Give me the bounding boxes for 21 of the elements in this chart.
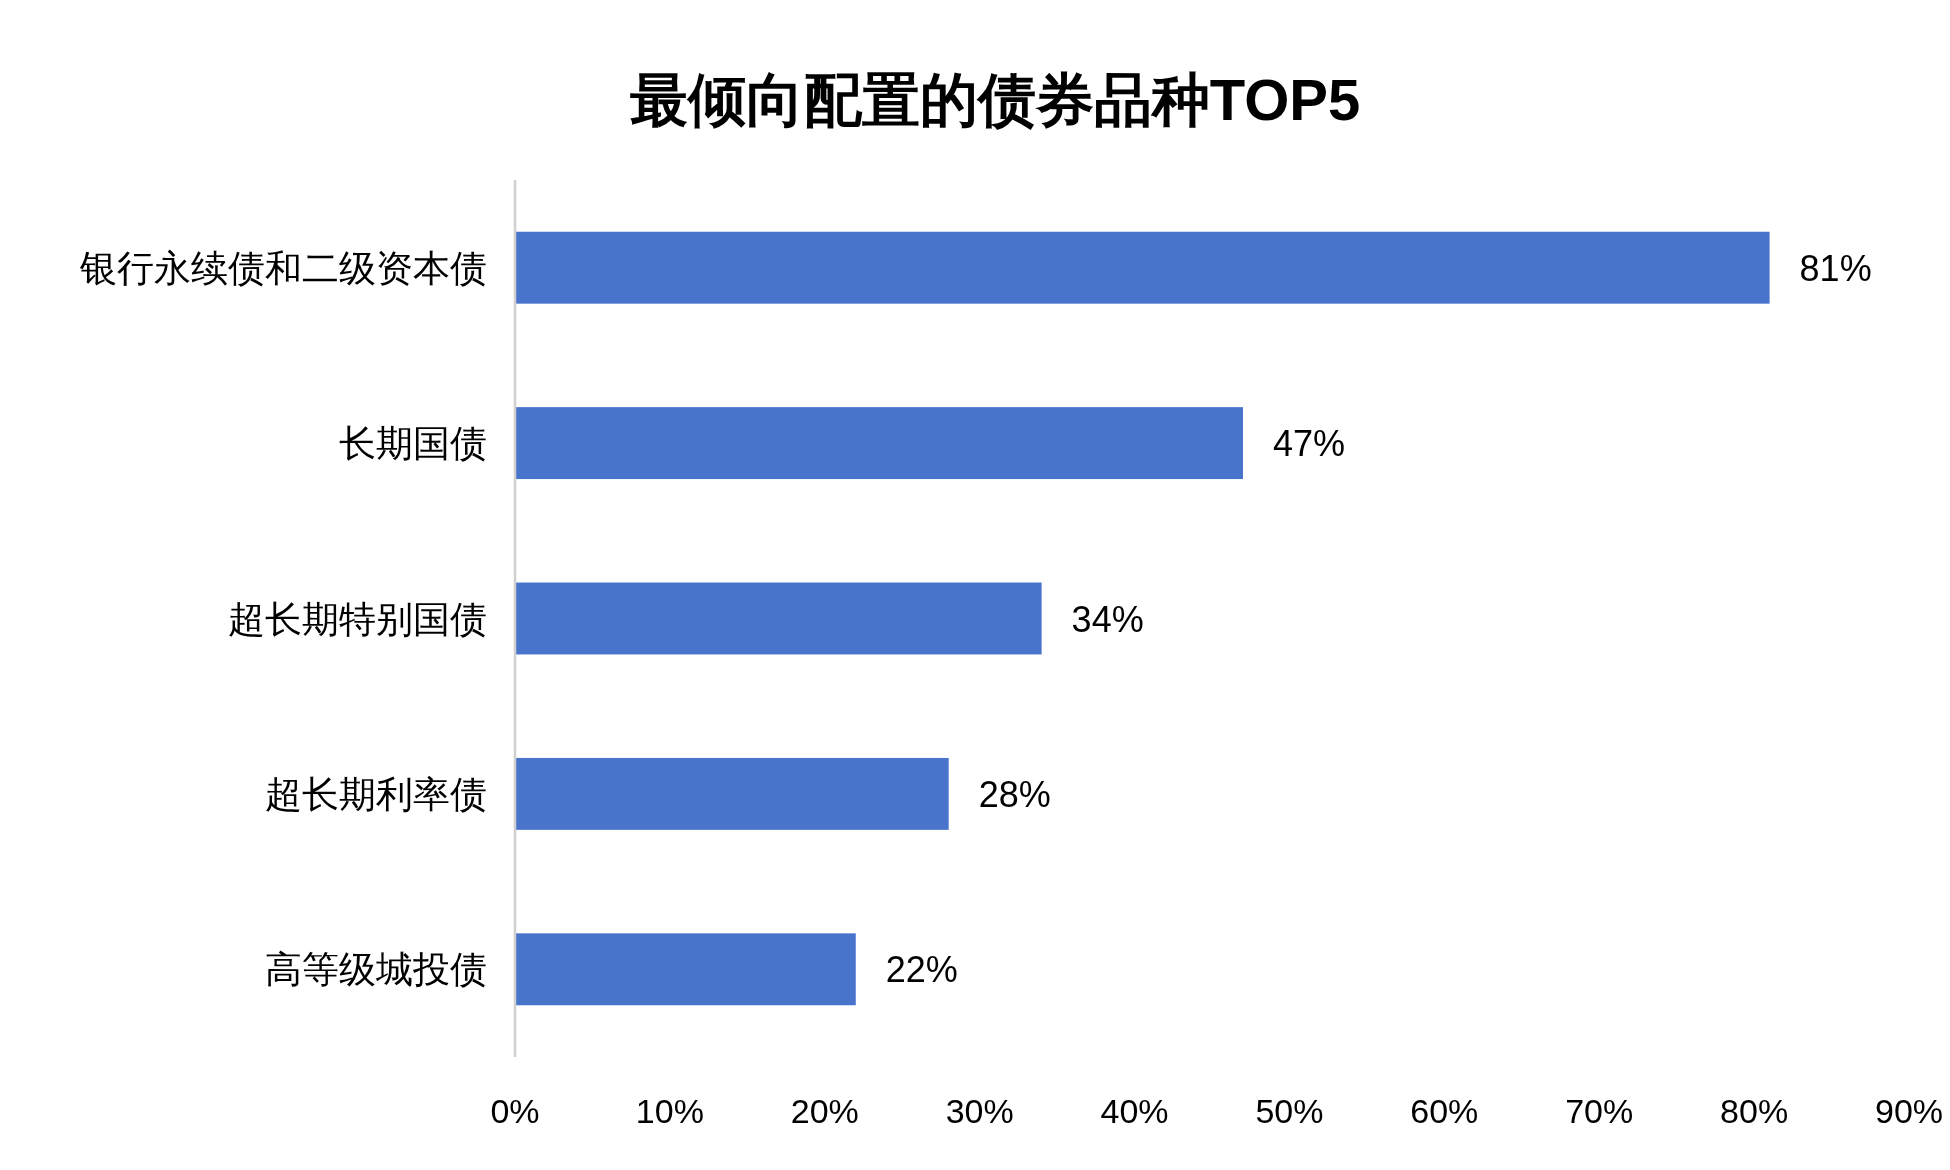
- x-tick: 70%: [1565, 1092, 1634, 1130]
- x-tick: 20%: [790, 1092, 859, 1130]
- data-label: 28%: [978, 773, 1051, 815]
- data-label: 34%: [1071, 598, 1144, 640]
- data-label: 22%: [885, 949, 958, 991]
- x-tick: 10%: [635, 1092, 704, 1130]
- category-label: 银行永续债和二级资本债: [80, 247, 487, 289]
- data-label: 81%: [1799, 247, 1872, 289]
- x-tick: 0%: [490, 1092, 540, 1130]
- x-tick: 60%: [1410, 1092, 1479, 1130]
- category-label: 高等级城投债: [265, 949, 487, 991]
- x-tick: 80%: [1720, 1092, 1789, 1130]
- category-label: 长期国债: [339, 423, 487, 465]
- x-tick: 90%: [1874, 1092, 1944, 1130]
- x-tick: 40%: [1100, 1092, 1169, 1130]
- x-tick: 30%: [945, 1092, 1014, 1130]
- category-label: 超长期利率债: [265, 773, 487, 815]
- x-tick: 50%: [1255, 1092, 1324, 1130]
- data-label: 47%: [1273, 423, 1346, 465]
- category-label: 超长期特别国债: [228, 598, 487, 640]
- title: 最倾向配置的债券品种TOP5: [629, 67, 1361, 132]
